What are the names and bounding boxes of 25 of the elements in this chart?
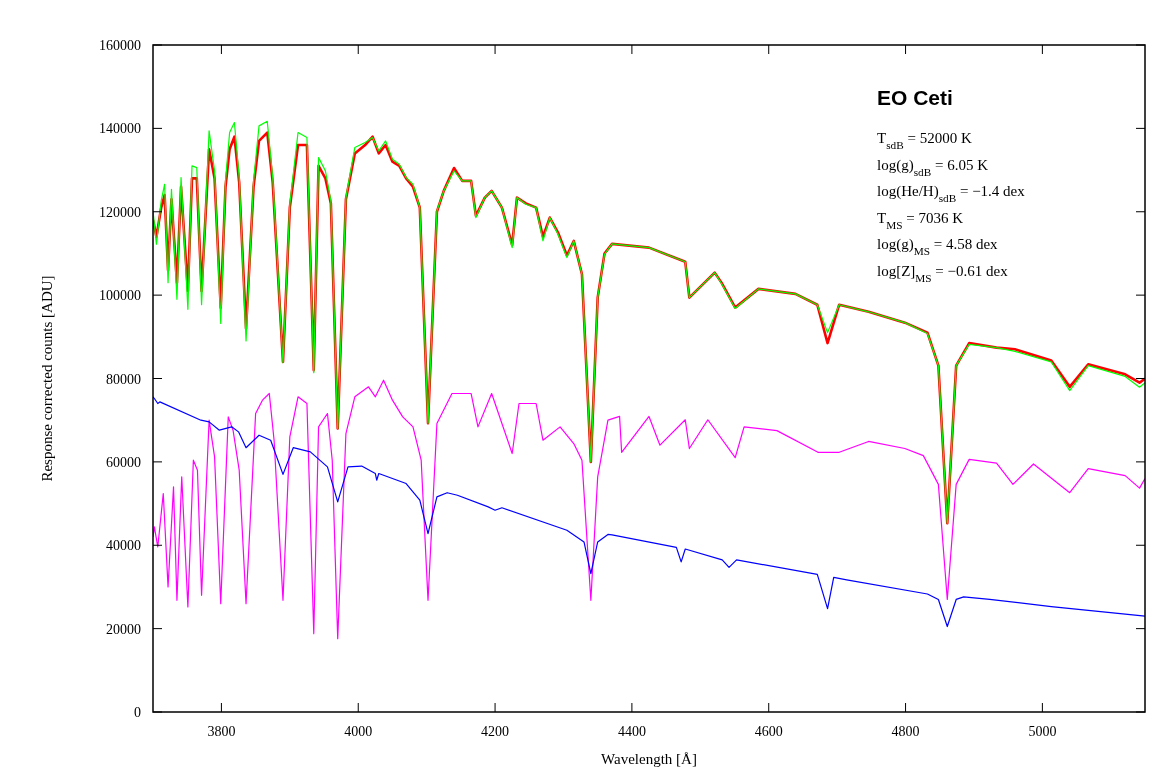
y-tick-label: 40000 — [106, 538, 141, 554]
y-tick-label: 100000 — [99, 288, 141, 304]
annotation: T$_{sdB}$ = 52000 K — [877, 130, 972, 151]
x-tick-label: 4200 — [481, 724, 510, 739]
annotation: log(g)$_{sdB}$ = 6.05 K — [877, 156, 989, 178]
x-tick-label: 5000 — [1028, 724, 1057, 739]
x-tick-label: 4400 — [617, 724, 646, 739]
annotation: log(He/H)$_{sdB}$ = −1.4 dex — [877, 183, 1026, 204]
y-tick-label: 140000 — [99, 121, 141, 137]
x-tick-label: 4000 — [344, 724, 373, 739]
y-tick-label: 160000 — [99, 38, 141, 53]
x-tick-label: 4800 — [891, 724, 920, 739]
y-tick-label: 60000 — [106, 454, 141, 470]
x-axis-title: Wavelength [Å] — [601, 751, 697, 767]
annotation: log[Z]$_{MS}$ = −0.61 dex — [877, 262, 1009, 284]
annotation: log(g)$_{MS}$ = 4.58 dex — [877, 236, 999, 257]
y-axis-title: Response corrected counts [ADU] — [39, 275, 55, 482]
y-tick-label: 20000 — [106, 621, 141, 637]
x-tick-label: 3800 — [207, 724, 236, 739]
annotation: T$_{MS}$ = 7036 K — [877, 209, 964, 231]
y-tick-label: 120000 — [99, 204, 141, 220]
text: EO Ceti — [877, 86, 953, 109]
y-tick-label: 80000 — [106, 371, 141, 387]
y-tick-label: 0 — [134, 705, 141, 720]
x-tick-label: 4600 — [754, 724, 783, 739]
